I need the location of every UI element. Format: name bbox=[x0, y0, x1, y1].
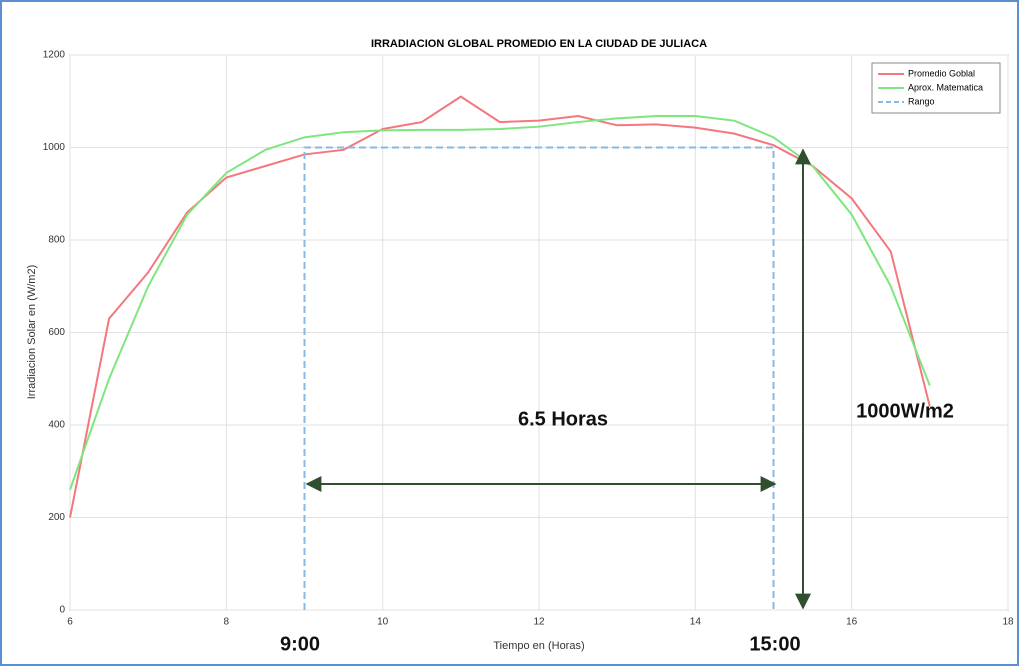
x-tick-label: 18 bbox=[1002, 617, 1014, 628]
y-tick-label: 400 bbox=[48, 420, 65, 431]
annotation: 9:00 bbox=[280, 633, 320, 655]
x-tick-label: 6 bbox=[67, 617, 73, 628]
x-tick-label: 10 bbox=[377, 617, 389, 628]
y-axis-label: Irradiacion Solar en (W/m2) bbox=[26, 265, 38, 400]
series-line bbox=[303, 146, 775, 610]
annotation: 6.5 Horas bbox=[518, 408, 608, 430]
y-tick-label: 600 bbox=[48, 327, 65, 338]
y-tick-label: 200 bbox=[48, 512, 65, 523]
y-tick-label: 800 bbox=[48, 235, 65, 246]
x-tick-label: 12 bbox=[533, 617, 545, 628]
legend-label: Promedio Goblal bbox=[908, 68, 975, 78]
x-tick-label: 14 bbox=[690, 617, 702, 628]
y-tick-label: 0 bbox=[59, 605, 65, 616]
y-tick-label: 1200 bbox=[43, 50, 66, 61]
legend-label: Rango bbox=[908, 96, 935, 106]
x-tick-label: 16 bbox=[846, 617, 858, 628]
annotation: 1000W/m2 bbox=[856, 400, 954, 422]
chart-title: IRRADIACION GLOBAL PROMEDIO EN LA CIUDAD… bbox=[371, 38, 707, 50]
x-axis-label: Tiempo en (Horas) bbox=[493, 640, 584, 652]
annotation: 15:00 bbox=[749, 633, 800, 655]
legend-label: Aprox. Matematica bbox=[908, 82, 983, 92]
x-tick-label: 8 bbox=[224, 617, 230, 628]
series-line bbox=[69, 115, 931, 491]
y-tick-label: 1000 bbox=[43, 142, 66, 153]
series-line bbox=[69, 95, 931, 518]
